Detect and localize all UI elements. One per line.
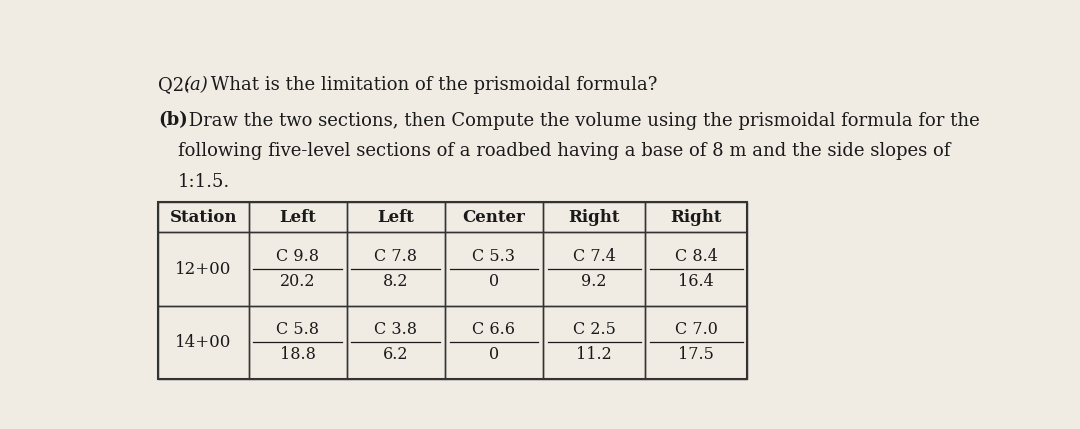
Bar (248, 305, 347, 379)
Text: 11.2: 11.2 (577, 346, 612, 363)
Bar (248, 233, 347, 305)
Text: Q2:: Q2: (159, 76, 197, 94)
Text: C 7.4: C 7.4 (572, 248, 616, 265)
Text: Left: Left (280, 208, 316, 226)
Bar (445, 233, 543, 305)
Text: Right: Right (568, 208, 620, 226)
Bar (543, 305, 645, 379)
Bar (445, 202, 543, 233)
Text: C 7.8: C 7.8 (375, 248, 417, 265)
Text: 0: 0 (489, 346, 499, 363)
Text: 1:1.5.: 1:1.5. (177, 173, 230, 191)
Text: C 7.0: C 7.0 (675, 321, 717, 338)
Bar (645, 305, 747, 379)
Text: 18.8: 18.8 (280, 346, 315, 363)
Bar (159, 233, 248, 305)
Bar (248, 202, 347, 233)
Text: C 5.8: C 5.8 (276, 321, 320, 338)
Text: 9.2: 9.2 (581, 273, 607, 290)
Text: C 6.6: C 6.6 (472, 321, 515, 338)
Text: 16.4: 16.4 (678, 273, 714, 290)
Text: (a): (a) (183, 76, 207, 94)
Bar (543, 233, 645, 305)
Bar (645, 233, 747, 305)
Bar (159, 202, 747, 379)
Text: 0: 0 (489, 273, 499, 290)
Bar (159, 305, 248, 379)
Bar (645, 202, 747, 233)
Text: 20.2: 20.2 (280, 273, 315, 290)
Text: 6.2: 6.2 (383, 346, 408, 363)
Text: C 3.8: C 3.8 (375, 321, 417, 338)
Bar (347, 233, 445, 305)
Text: 14+00: 14+00 (175, 334, 231, 350)
Bar (445, 305, 543, 379)
Text: Draw the two sections, then Compute the volume using the prismoidal formula for : Draw the two sections, then Compute the … (183, 112, 980, 130)
Bar (543, 202, 645, 233)
Text: following five-level sections of a roadbed having a base of 8 m and the side slo: following five-level sections of a roadb… (177, 142, 950, 160)
Text: Center: Center (462, 208, 525, 226)
Text: (b): (b) (159, 112, 188, 130)
Text: 17.5: 17.5 (678, 346, 714, 363)
Text: C 9.8: C 9.8 (276, 248, 320, 265)
Text: What is the limitation of the prismoidal formula?: What is the limitation of the prismoidal… (205, 76, 657, 94)
Text: C 8.4: C 8.4 (675, 248, 717, 265)
Text: C 2.5: C 2.5 (572, 321, 616, 338)
Bar (347, 202, 445, 233)
Text: Station: Station (170, 208, 238, 226)
Text: Left: Left (377, 208, 415, 226)
Bar (159, 202, 248, 233)
Bar (347, 305, 445, 379)
Text: 12+00: 12+00 (175, 260, 231, 278)
Text: Right: Right (671, 208, 721, 226)
Text: 8.2: 8.2 (383, 273, 408, 290)
Text: C 5.3: C 5.3 (472, 248, 515, 265)
